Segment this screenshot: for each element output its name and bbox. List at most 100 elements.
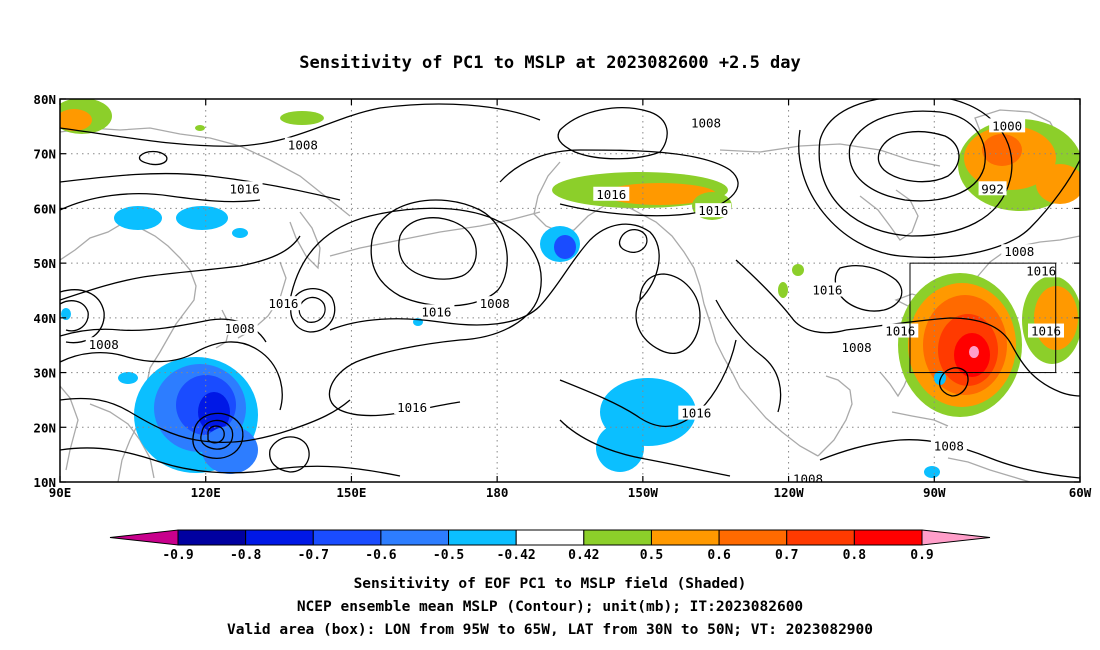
colorbar-min-triangle [109, 529, 179, 546]
shade-pos-east-coast-pink [969, 346, 979, 358]
lon-tick-label: 120E [191, 485, 221, 500]
coast-alaska-west [533, 161, 605, 233]
coast-aleutians [329, 211, 541, 257]
contour-label: 1016 [1031, 324, 1061, 339]
coast-us-west [703, 303, 819, 457]
contour-label-bg [882, 323, 919, 338]
lon-tick-label: 180 [486, 485, 509, 500]
contour-ep-small [618, 229, 648, 253]
colorbar-label: -0.9 [162, 548, 193, 563]
shade-pos-bering [280, 111, 324, 125]
contour-1016-wp-south [60, 447, 401, 477]
contour-1016-arctic [499, 149, 739, 217]
lat-tick-label: 30N [33, 366, 56, 381]
colorbar-label: 0.42 [568, 548, 599, 563]
contour-label: 1016 [885, 324, 915, 339]
lon-tick-label: 150W [628, 485, 659, 500]
colorbar: -0.9 -0.8 -0.7 -0.6 -0.5 -0.42 0.42 0.5 0.6 0.7 0.… [109, 529, 991, 563]
contour-1016-wp-north [60, 235, 301, 301]
colorbar-swatch [448, 529, 517, 546]
contour-low-1008 [818, 99, 1013, 237]
coast-siberia-north [60, 127, 351, 217]
contour-label: 1016 [596, 187, 626, 202]
colorbar-swatch [853, 529, 923, 546]
caption-line-2: NCEP ensemble mean MSLP (Contour); unit(… [297, 599, 803, 615]
coast-kamchatka [289, 211, 321, 270]
contour-label-bg [688, 115, 724, 130]
colorbar-swatch [515, 529, 585, 546]
contour-label-bg [476, 296, 513, 311]
contour-label: 1016 [681, 406, 711, 421]
coast-indochina [89, 403, 155, 479]
contour-label: 1008 [288, 138, 318, 153]
coast-cuba [891, 411, 949, 427]
contour-label-bg [85, 337, 122, 352]
shade-neg-gulf-alaska-core [554, 235, 576, 259]
contour-east-coast-low [938, 367, 969, 397]
lat-tick-label: 60N [33, 201, 56, 216]
contour-label-bg [678, 405, 715, 420]
shade-pos-greenland-inner [982, 134, 1022, 166]
contour-west-edge-2 [60, 289, 105, 344]
contour-label: 1016 [421, 304, 451, 319]
shade-neg-hawaii-2 [596, 424, 644, 472]
coast-arctic-canada [719, 143, 941, 167]
colorbar-swatch [380, 529, 450, 546]
contour-label: 1016 [698, 203, 728, 218]
contour-1016-midpac [289, 207, 542, 417]
contour-1008-north [60, 103, 541, 147]
lon-tick-label: 90E [49, 485, 72, 500]
shade-pos-nw-core [60, 109, 92, 131]
coast-india [60, 385, 79, 471]
contour-label: 1008 [842, 340, 872, 355]
lat-tick-label: 40N [33, 311, 56, 326]
colorbar-label: 0.6 [707, 548, 731, 563]
contour-label-bg [790, 471, 826, 482]
colorbar-swatch [245, 529, 314, 546]
map-panel: 1008 1016 1008 1016 1016 1000 992 1008 1016 1016 1… [33, 92, 1091, 500]
shade-pos-greenland-east [1036, 164, 1080, 204]
contour-label: 1008 [480, 296, 510, 311]
contour-label-bg [1001, 244, 1038, 259]
contour-1016-subtropical [329, 223, 660, 331]
shade-neg-siberia-1 [114, 206, 162, 230]
contour-label-bg [989, 118, 1026, 133]
lat-tick-label: 20N [33, 420, 56, 435]
contour-label: 1016 [397, 400, 427, 415]
shade-neg-small-3 [118, 372, 138, 384]
lon-tick-label: 120W [774, 485, 805, 500]
contour-1016-hawaii [559, 339, 737, 428]
figure-title: Sensitivity of PC1 to MSLP at 2023082600… [299, 53, 801, 73]
lat-tick-label: 10N [33, 475, 56, 490]
axis-ticks: 90E 120E 150E 180 150W 120W 90W 60W 10N 20N 30N 40N… [33, 92, 1091, 500]
coast-south-america [947, 457, 1031, 482]
contour-ep-south [559, 419, 731, 477]
shade-neg-siberia-2 [176, 206, 228, 230]
contour-pacific-low-1008 [370, 199, 508, 307]
contour-label: 1016 [1026, 263, 1056, 278]
contour-typhoon-outer [192, 412, 244, 459]
contour-label: 1016 [230, 181, 260, 196]
colorbar-label: 0.5 [640, 548, 663, 563]
contour-wp-small-high [298, 296, 326, 323]
shade-pos-small-3 [195, 125, 205, 131]
contour-low-1000 [848, 110, 986, 202]
caption-line-1: Sensitivity of EOF PC1 to MSLP field (Sh… [354, 576, 747, 592]
contour-label: 1008 [691, 116, 721, 131]
contour-siberia-1016 [60, 193, 261, 211]
shade-pos-alaska-core [604, 183, 716, 205]
shade-neg-small-4 [924, 466, 940, 478]
colorbar-max-triangle [921, 529, 991, 546]
contour-label: 992 [981, 181, 1004, 196]
colorbar-swatch [177, 529, 247, 546]
colorbar-label: -0.7 [298, 548, 329, 563]
map-grid [60, 99, 1080, 482]
colorbar-swatch [786, 529, 855, 546]
contour-low-1016 [798, 129, 1080, 259]
colorbar-label: -0.42 [497, 548, 536, 563]
coast-mexico-gulf [817, 375, 853, 457]
shade-pos-small-1 [792, 264, 804, 276]
contour-label: 1016 [268, 296, 298, 311]
valid-area-box [909, 262, 1057, 374]
contour-mid-high-1 [269, 436, 310, 473]
